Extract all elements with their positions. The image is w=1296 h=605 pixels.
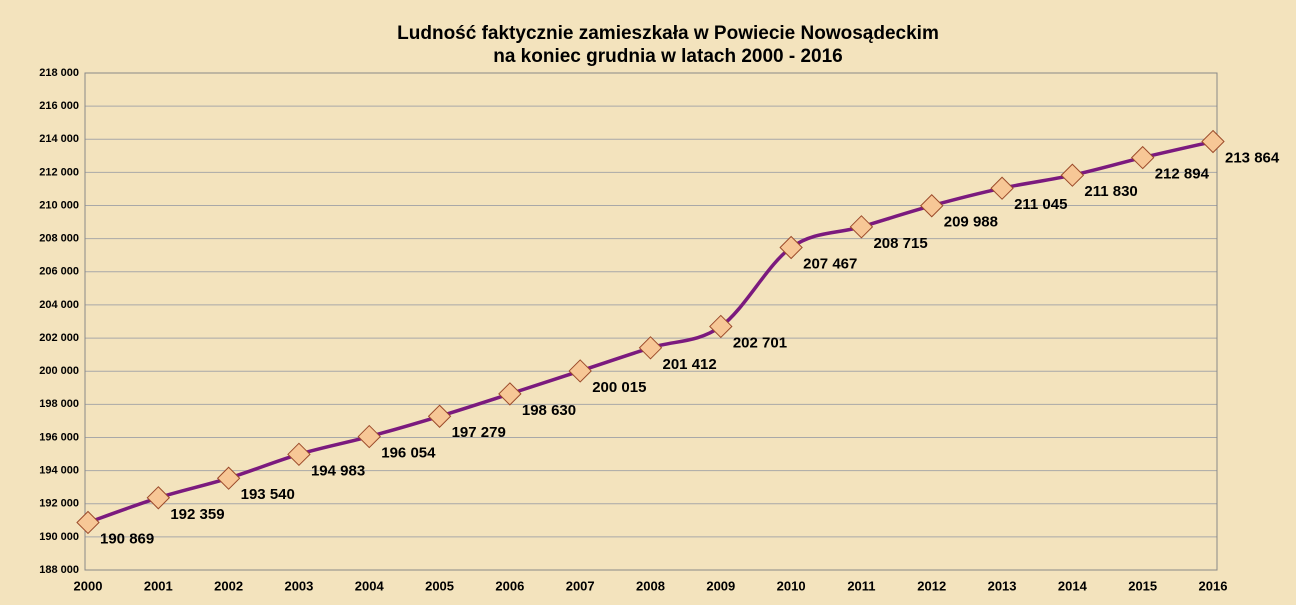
- y-tick-label: 188 000: [39, 564, 79, 576]
- chart-title: na koniec grudnia w latach 2000 - 2016: [493, 46, 843, 67]
- marker: [568, 359, 592, 383]
- marker: [1060, 163, 1085, 187]
- x-tick-label: 2000: [74, 578, 103, 593]
- y-tick-label: 206 000: [39, 266, 79, 278]
- x-tick-label: 2007: [566, 578, 595, 593]
- data-label: 202 701: [733, 334, 787, 351]
- data-label: 209 988: [944, 214, 998, 231]
- x-tick-label: 2013: [988, 578, 1017, 593]
- data-label: 197 279: [452, 424, 506, 441]
- x-tick-label: 2014: [1058, 578, 1088, 593]
- data-label: 207 467: [803, 255, 857, 272]
- y-tick-label: 210 000: [39, 199, 79, 211]
- data-label: 213 864: [1225, 149, 1280, 166]
- x-tick-label: 2016: [1199, 578, 1228, 593]
- data-label: 201 412: [663, 356, 717, 373]
- data-label: 196 054: [381, 445, 436, 462]
- x-tick-label: 2015: [1128, 578, 1157, 593]
- marker: [76, 510, 100, 535]
- data-label: 211 045: [1014, 196, 1067, 213]
- y-tick-label: 214 000: [39, 133, 79, 145]
- y-tick-label: 202 000: [39, 332, 79, 344]
- marker: [287, 442, 311, 467]
- marker: [1201, 129, 1225, 154]
- plot-frame: [84, 72, 1218, 571]
- marker: [849, 215, 874, 239]
- data-label: 193 540: [241, 486, 295, 503]
- y-tick-label: 208 000: [39, 233, 79, 245]
- y-tick-label: 198 000: [39, 398, 79, 410]
- x-tick-label: 2003: [284, 578, 313, 593]
- marker: [498, 382, 522, 406]
- x-tick-label: 2011: [847, 578, 875, 593]
- marker: [216, 466, 241, 490]
- data-label: 208 715: [873, 235, 927, 252]
- x-tick-label: 2002: [214, 578, 243, 593]
- y-tick-label: 196 000: [39, 431, 79, 443]
- data-label: 200 015: [592, 379, 646, 396]
- chart-title: Ludność faktycznie zamieszkała w Powieci…: [397, 23, 939, 44]
- x-tick-label: 2012: [917, 578, 946, 593]
- y-tick-label: 194 000: [39, 465, 79, 477]
- marker: [427, 404, 452, 428]
- x-tick-label: 2008: [636, 578, 665, 593]
- y-tick-label: 192 000: [39, 498, 79, 510]
- x-tick-label: 2001: [144, 578, 173, 593]
- y-tick-label: 218 000: [39, 67, 79, 79]
- x-tick-label: 2004: [355, 578, 385, 593]
- data-label: 212 894: [1155, 166, 1210, 183]
- data-label: 211 830: [1084, 183, 1137, 200]
- data-label: 190 869: [100, 530, 154, 547]
- marker: [779, 235, 803, 260]
- data-label: 192 359: [170, 506, 224, 523]
- marker: [638, 336, 663, 360]
- x-tick-label: 2010: [777, 578, 806, 593]
- marker: [357, 424, 381, 449]
- marker: [146, 486, 171, 510]
- y-tick-label: 216 000: [39, 100, 79, 112]
- y-tick-label: 212 000: [39, 166, 79, 178]
- marker: [990, 176, 1014, 200]
- y-tick-label: 190 000: [39, 531, 79, 543]
- x-tick-label: 2005: [425, 578, 454, 593]
- y-tick-label: 204 000: [39, 299, 79, 311]
- marker: [1130, 145, 1155, 170]
- x-tick-label: 2009: [706, 578, 735, 593]
- marker: [920, 194, 944, 218]
- x-tick-label: 2006: [495, 578, 524, 593]
- y-tick-label: 200 000: [39, 365, 79, 377]
- marker: [709, 314, 733, 339]
- data-label: 198 630: [522, 402, 576, 419]
- data-label: 194 983: [311, 462, 365, 479]
